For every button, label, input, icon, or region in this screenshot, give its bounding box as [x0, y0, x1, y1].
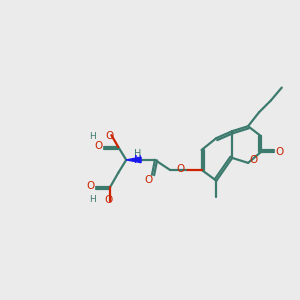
- Polygon shape: [126, 157, 141, 163]
- Text: O: O: [94, 141, 103, 151]
- Text: H: H: [89, 132, 96, 141]
- Text: N: N: [134, 155, 142, 165]
- Text: O: O: [276, 147, 284, 157]
- Text: O: O: [144, 175, 152, 185]
- Text: H: H: [89, 195, 96, 204]
- Text: O: O: [86, 181, 95, 191]
- Text: H: H: [134, 149, 142, 159]
- Text: O: O: [249, 155, 257, 165]
- Text: O: O: [105, 131, 113, 141]
- Text: O: O: [177, 164, 185, 174]
- Text: O: O: [104, 194, 112, 205]
